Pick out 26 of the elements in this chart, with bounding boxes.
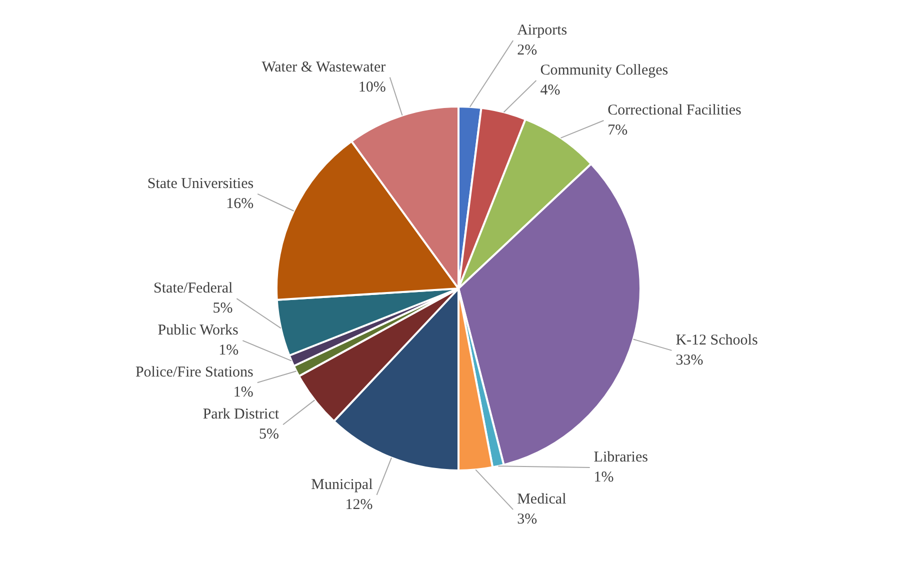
data-label: 5% (259, 426, 280, 443)
data-label: 7% (608, 122, 628, 138)
data-label: 10% (358, 79, 386, 96)
slice-label: Libraries (594, 450, 648, 466)
slice-label: Park District (202, 406, 280, 423)
slice-label: Medical (517, 492, 566, 508)
slice-label: Public Works (158, 322, 239, 339)
slice-label: State/Federal (154, 280, 233, 297)
data-label: 12% (345, 496, 373, 513)
data-label: 2% (517, 42, 538, 58)
slice-label: State Universities (147, 176, 254, 192)
data-label: 1% (233, 384, 254, 401)
slice-label: Community Colleges (540, 62, 668, 78)
data-label: 5% (212, 300, 233, 317)
slice-label: Water & Wastewater (262, 59, 386, 76)
data-label: 33% (676, 352, 704, 368)
data-label: 1% (218, 342, 239, 359)
slice-label: Police/Fire Stations (135, 364, 254, 381)
slice-label: K-12 Schools (676, 332, 758, 348)
slice-label: Airports (517, 22, 568, 38)
slice-label: Municipal (311, 476, 373, 493)
data-label: 1% (594, 470, 614, 486)
data-label: 4% (540, 82, 560, 98)
data-label: 16% (226, 196, 254, 212)
data-label: 3% (517, 512, 538, 528)
slice-label: Correctional Facilities (608, 102, 742, 118)
